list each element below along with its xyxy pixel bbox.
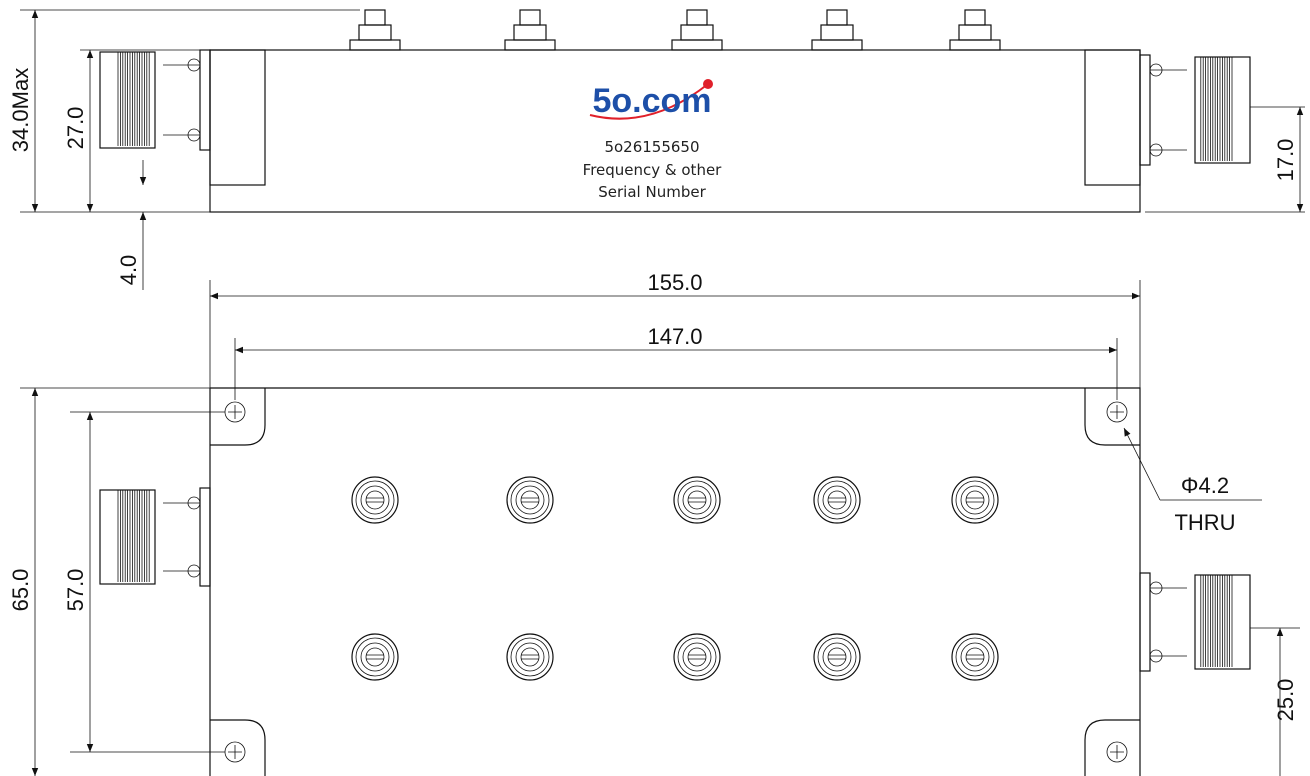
dim-text: 34.0Max xyxy=(8,68,33,152)
outline-part xyxy=(350,40,400,50)
outline-part xyxy=(827,10,847,25)
outline-part xyxy=(678,481,716,519)
outline-part xyxy=(688,491,706,509)
dim-text: 4.0 xyxy=(116,255,141,286)
label-line: Serial Number xyxy=(598,183,706,201)
drawing: 34.0Max 27.0 4.0 17.0 155.0 147.0 65.0 5… xyxy=(0,0,1310,776)
outline-part xyxy=(961,643,989,671)
outline-part xyxy=(1140,573,1150,671)
dim-text: 155.0 xyxy=(647,270,702,295)
outline-part xyxy=(505,40,555,50)
outline-part xyxy=(818,481,856,519)
outline-part xyxy=(356,481,394,519)
outline-part xyxy=(952,634,998,680)
outline-part xyxy=(516,486,544,514)
outline-part xyxy=(821,25,853,40)
outline-part xyxy=(683,486,711,514)
outline-part xyxy=(361,486,389,514)
outline-part xyxy=(507,477,553,523)
outline-part xyxy=(823,643,851,671)
outline-part xyxy=(361,643,389,671)
outline-part xyxy=(514,25,546,40)
model-number: 5o26155650 xyxy=(604,138,699,156)
outline-part xyxy=(823,486,851,514)
outline-part xyxy=(812,40,862,50)
outline-part xyxy=(366,648,384,666)
logo: 5o.com xyxy=(592,82,711,120)
outline-part xyxy=(1110,405,1124,419)
outline-part xyxy=(1110,745,1124,759)
dim-text: 57.0 xyxy=(63,569,88,612)
outline-part xyxy=(687,10,707,25)
dim-text: THRU xyxy=(1174,510,1235,535)
outline-part xyxy=(359,25,391,40)
outline-part xyxy=(828,648,846,666)
outline-part xyxy=(672,40,722,50)
outline-part xyxy=(352,634,398,680)
outline-part xyxy=(818,638,856,676)
outline-part xyxy=(228,405,242,419)
outline-part xyxy=(952,477,998,523)
outline-part xyxy=(674,634,720,680)
outline-part xyxy=(163,503,200,571)
outline-part xyxy=(688,648,706,666)
outline-part xyxy=(1150,588,1187,656)
outline-part xyxy=(521,491,539,509)
outline-part xyxy=(1140,55,1150,165)
outline-part xyxy=(352,477,398,523)
outline-part xyxy=(507,634,553,680)
outline-part xyxy=(1150,70,1187,150)
outline-part xyxy=(228,745,242,759)
outline-part xyxy=(520,10,540,25)
outline-part xyxy=(814,477,860,523)
outline-part xyxy=(356,638,394,676)
dim-text: 147.0 xyxy=(647,324,702,349)
outline-part xyxy=(950,40,1000,50)
outline-part xyxy=(965,10,985,25)
dim-text: 27.0 xyxy=(63,107,88,150)
outline-part xyxy=(200,50,210,150)
dim-text: 17.0 xyxy=(1273,139,1298,182)
outline-part xyxy=(956,481,994,519)
dim-text: 65.0 xyxy=(8,569,33,612)
outline-part xyxy=(966,491,984,509)
outline-part xyxy=(521,648,539,666)
outline-part xyxy=(365,10,385,25)
outline-part xyxy=(961,486,989,514)
outline-part xyxy=(828,491,846,509)
outline-part xyxy=(678,638,716,676)
outline-part xyxy=(511,638,549,676)
outline-part xyxy=(681,25,713,40)
outline-part xyxy=(959,25,991,40)
outline-part xyxy=(511,481,549,519)
outline-part xyxy=(956,638,994,676)
outline-part xyxy=(674,477,720,523)
outline-part xyxy=(163,65,200,135)
label-line: Frequency & other xyxy=(583,161,723,179)
outline-part xyxy=(683,643,711,671)
dim-text: 25.0 xyxy=(1273,679,1298,722)
dim-text: Φ4.2 xyxy=(1181,473,1229,498)
outline-part xyxy=(366,491,384,509)
outline-part xyxy=(200,488,210,586)
outline-part xyxy=(814,634,860,680)
outline-part xyxy=(516,643,544,671)
outline-part xyxy=(966,648,984,666)
outline xyxy=(20,10,1305,776)
